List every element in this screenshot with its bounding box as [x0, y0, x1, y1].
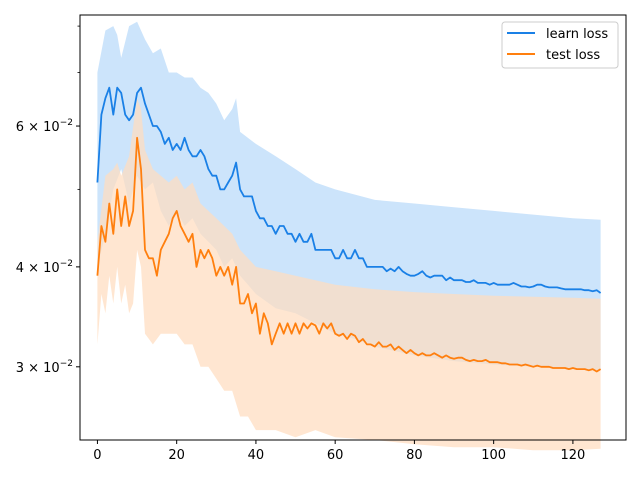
y-tick-label: 3 × 10−2	[16, 359, 73, 376]
x-tick-label: 80	[406, 448, 423, 463]
x-tick-label: 0	[93, 448, 101, 463]
series-lines	[96, 86, 602, 373]
y-tick-label: 6 × 10−2	[16, 118, 73, 135]
band-learn-loss	[97, 21, 601, 371]
band-test-loss	[97, 98, 601, 451]
legend: learn loss test loss	[501, 21, 619, 69]
x-axis: 0 20 40 60 80 100 120	[93, 440, 585, 463]
x-tick-label: 40	[248, 448, 265, 463]
x-tick-label: 20	[168, 448, 185, 463]
plot-frame	[79, 14, 627, 441]
x-tick-label: 100	[481, 448, 506, 463]
x-tick-label: 120	[560, 448, 585, 463]
y-axis: 3 × 10−2 4 × 10−2 6 × 10−2	[16, 25, 80, 376]
confidence-bands	[97, 21, 601, 451]
line-learn-loss	[96, 86, 602, 294]
legend-label-learn-loss: learn loss	[546, 27, 608, 42]
legend-label-test-loss: test loss	[546, 48, 600, 63]
x-tick-label: 60	[327, 448, 344, 463]
y-tick-label: 4 × 10−2	[16, 259, 73, 276]
line-test-loss	[96, 136, 602, 373]
